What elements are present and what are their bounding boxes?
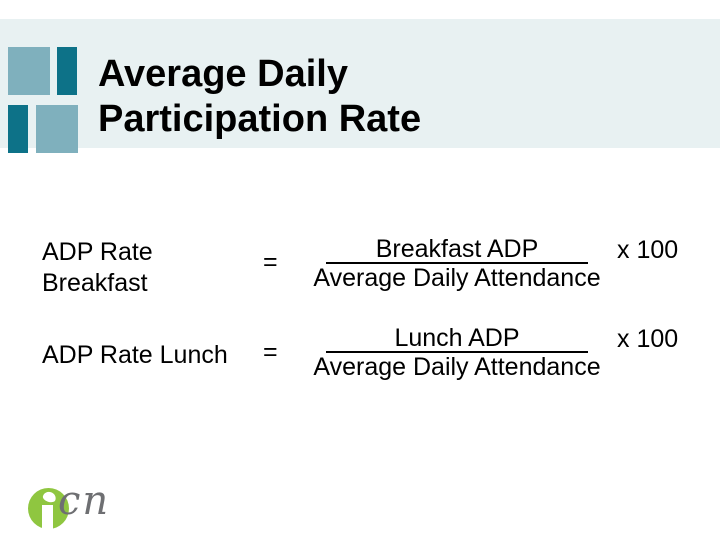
icn-logo-circle-icon <box>28 488 69 533</box>
icn-logo-text: cn <box>58 478 111 524</box>
page-title: Average Daily Participation Rate <box>98 52 421 142</box>
icn-logo-i-dot <box>41 490 58 504</box>
title-band: Average Daily Participation Rate <box>0 19 720 153</box>
breakfast-denominator: Average Daily Attendance <box>313 264 601 292</box>
lunch-numerator: Lunch ADP <box>394 324 520 352</box>
decor-square-dark-top <box>57 47 77 95</box>
breakfast-label-line2: Breakfast <box>42 269 148 297</box>
breakfast-numerator: Breakfast ADP <box>375 235 539 263</box>
page-title-line1: Average Daily <box>98 53 348 95</box>
icn-logo-i-stem <box>42 505 53 533</box>
breakfast-label-line1: ADP Rate <box>42 238 153 266</box>
lunch-equals-sign: = <box>263 338 278 366</box>
icn-logo: cn <box>28 478 138 535</box>
lunch-fraction-bar <box>326 351 588 353</box>
breakfast-multiplier: x 100 <box>617 236 679 264</box>
decor-square-light-top <box>8 47 50 95</box>
lunch-formula-label: ADP Rate Lunch <box>42 341 228 369</box>
breakfast-equals-sign: = <box>263 248 278 276</box>
lunch-denominator: Average Daily Attendance <box>313 353 601 381</box>
lunch-fraction: Lunch ADP Average Daily Attendance <box>300 325 614 381</box>
page-title-line2: Participation Rate <box>98 98 422 140</box>
decor-square-light-bottom <box>36 105 78 153</box>
breakfast-fraction-bar <box>326 262 588 264</box>
breakfast-formula-label: ADP Rate Breakfast <box>42 237 153 299</box>
decor-square-dark-bottom <box>8 105 28 153</box>
lunch-multiplier: x 100 <box>617 325 679 353</box>
breakfast-fraction: Breakfast ADP Average Daily Attendance <box>300 236 614 292</box>
